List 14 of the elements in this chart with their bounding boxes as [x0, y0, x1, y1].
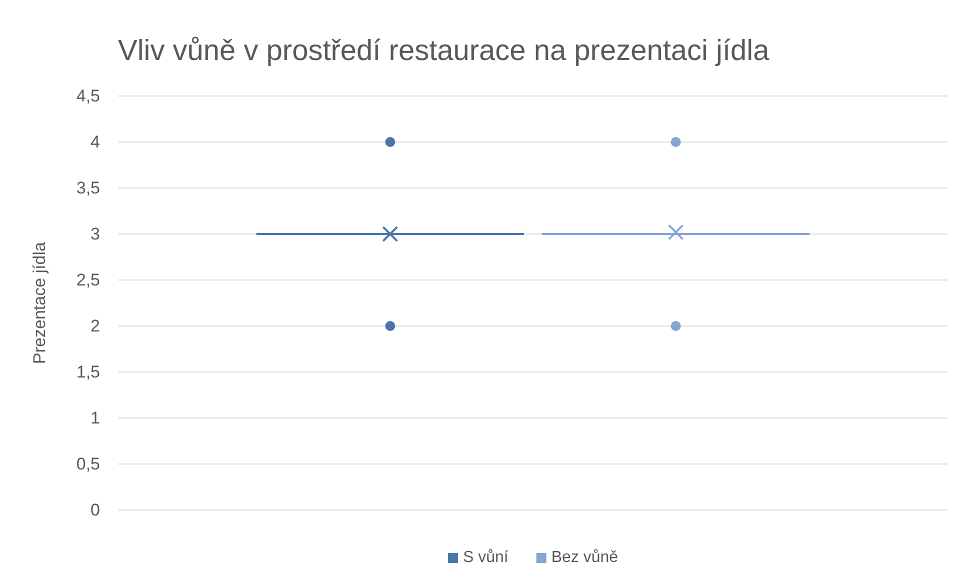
y-tick-label: 1	[90, 408, 100, 428]
y-tick-label: 2,5	[76, 270, 100, 290]
y-tick-label: 1,5	[76, 362, 100, 382]
chart-title: Vliv vůně v prostředí restaurace na prezentaci jídla	[118, 35, 770, 67]
y-tick-label: 3,5	[76, 178, 100, 198]
y-tick-label: 4,5	[76, 86, 100, 106]
y-tick-label: 3	[90, 224, 100, 244]
y-tick-label: 2	[90, 316, 100, 336]
y-tick-label: 0	[90, 500, 100, 520]
y-tick-label: 0,5	[76, 454, 100, 474]
legend-label: S vůní	[462, 549, 509, 566]
legend-label: Bez vůně	[551, 549, 618, 566]
y-tick-label: 4	[90, 132, 100, 152]
y-axis-title: Prezentace jídla	[30, 242, 49, 364]
